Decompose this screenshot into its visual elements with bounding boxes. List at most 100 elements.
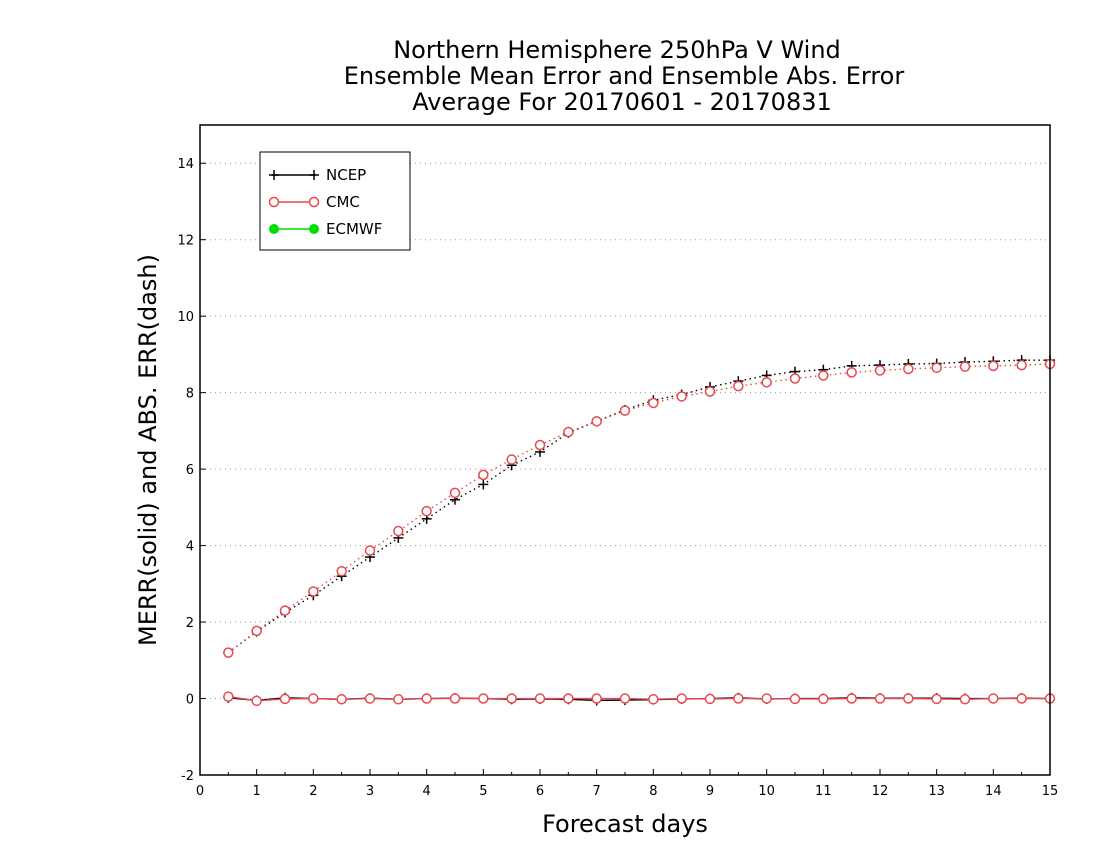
- gridlines: [200, 162, 1050, 776]
- data-point-cmc: [959, 694, 971, 705]
- data-point-cmc: [761, 377, 772, 388]
- y-tick-label: 8: [186, 387, 194, 402]
- x-axis-ticks: 0 1 2 3 4 5 6 7 8 9 10 11 12 13 14 15: [196, 769, 1058, 799]
- series-line-cmc-abs-err: [227, 363, 1051, 654]
- data-point-cmc: [251, 625, 262, 637]
- data-point-ncep: [478, 479, 489, 490]
- chart-title: Northern Hemisphere 250hPa V Wind Ensemb…: [344, 36, 905, 116]
- data-point-cmc: [251, 695, 262, 707]
- data-point-cmc: [959, 361, 971, 372]
- data-point-cmc: [279, 693, 291, 705]
- data-point-cmc: [874, 693, 886, 704]
- data-point-cmc: [704, 386, 716, 397]
- data-point-cmc: [478, 469, 489, 481]
- y-axis-ticks: -2 0 2 4 6 8 10 12 14: [177, 157, 206, 784]
- data-point-cmc: [393, 525, 404, 537]
- title-line-3: Average For 20170601 - 20170831: [412, 88, 832, 116]
- data-point-cmc: [279, 605, 291, 616]
- y-tick-label: 12: [177, 234, 194, 249]
- data-point-cmc: [789, 693, 801, 705]
- data-point-cmc: [449, 487, 461, 499]
- legend: NCEP CMC ECMWF: [259, 151, 411, 251]
- legend-marker-cmc: [308, 196, 320, 208]
- y-tick-label: 4: [186, 540, 194, 555]
- data-point-cmc: [506, 454, 517, 465]
- data-point-cmc: [648, 694, 659, 705]
- x-tick-label: 0: [196, 784, 204, 799]
- data-point-cmc: [988, 693, 999, 704]
- legend-label-ncep: NCEP: [326, 166, 366, 184]
- x-tick-label: 15: [1042, 784, 1059, 799]
- data-point-cmc: [336, 694, 347, 705]
- y-tick-label: 2: [186, 616, 194, 631]
- data-point-cmc: [534, 439, 546, 451]
- legend-marker-cmc: [268, 196, 280, 208]
- data-point-cmc: [619, 693, 631, 704]
- legend-box: [259, 151, 411, 251]
- data-point-cmc: [931, 693, 942, 705]
- data-point-cmc: [421, 693, 432, 704]
- title-line-1: Northern Hemisphere 250hPa V Wind: [393, 36, 841, 64]
- x-tick-label: 10: [758, 784, 775, 799]
- data-point-cmc: [223, 647, 234, 658]
- data-point-cmc: [676, 391, 687, 402]
- legend-marker-ncep: [269, 170, 279, 180]
- data-point-cmc: [818, 370, 829, 381]
- x-tick-label: 12: [872, 784, 889, 799]
- data-point-cmc: [421, 505, 432, 517]
- y-tick-label: -2: [181, 769, 194, 784]
- data-point-cmc: [733, 693, 744, 704]
- x-tick-label: 3: [366, 784, 374, 799]
- x-tick-label: 9: [706, 784, 714, 799]
- data-point-cmc: [308, 586, 319, 597]
- legend-label-cmc: CMC: [326, 193, 360, 211]
- data-point-cmc: [874, 365, 886, 376]
- data-point-cmc: [903, 363, 914, 375]
- data-point-cmc: [619, 405, 631, 416]
- legend-marker-ecmwf: [269, 224, 279, 234]
- x-tick-label: 14: [985, 784, 1002, 799]
- data-point-cmc: [818, 693, 829, 705]
- data-point-cmc: [223, 691, 234, 702]
- data-point-cmc: [704, 693, 716, 705]
- data-point-cmc: [761, 693, 772, 704]
- y-tick-label: 14: [177, 157, 194, 172]
- data-point-cmc: [506, 693, 517, 704]
- x-tick-label: 13: [928, 784, 945, 799]
- data-point-cmc: [846, 367, 857, 378]
- data-point-cmc: [846, 693, 857, 704]
- data-point-cmc: [1016, 359, 1027, 371]
- data-point-cmc: [478, 693, 489, 704]
- x-tick-label: 6: [536, 784, 544, 799]
- x-tick-label: 7: [593, 784, 601, 799]
- data-point-cmc: [931, 362, 942, 374]
- data-point-cmc: [648, 397, 659, 409]
- data-point-cmc: [563, 693, 574, 704]
- y-tick-label: 6: [186, 463, 194, 478]
- x-axis-label: Forecast days: [542, 810, 708, 838]
- legend-marker-ncep: [309, 170, 319, 180]
- title-line-2: Ensemble Mean Error and Ensemble Abs. Er…: [344, 62, 905, 90]
- data-point-cmc: [988, 360, 999, 372]
- y-tick-label: 0: [186, 693, 194, 708]
- data-point-cmc: [534, 693, 546, 704]
- y-axis-label: MERR(solid) and ABS. ERR(dash): [134, 254, 162, 646]
- data-point-cmc: [591, 416, 602, 427]
- data-point-cmc: [393, 694, 404, 705]
- legend-marker-ecmwf: [309, 224, 319, 234]
- data-point-cmc: [676, 693, 687, 704]
- y-tick-label: 10: [177, 310, 194, 325]
- data-point-cmc: [903, 693, 914, 704]
- data-point-cmc: [591, 693, 602, 704]
- data-point-cmc: [364, 545, 376, 556]
- x-tick-label: 5: [479, 784, 487, 799]
- x-tick-label: 2: [309, 784, 317, 799]
- data-point-cmc: [789, 373, 801, 384]
- x-tick-label: 4: [423, 784, 431, 799]
- data-point-cmc: [733, 380, 744, 392]
- data-point-cmc: [336, 565, 347, 577]
- x-tick-label: 11: [815, 784, 832, 799]
- data-point-cmc: [563, 426, 574, 438]
